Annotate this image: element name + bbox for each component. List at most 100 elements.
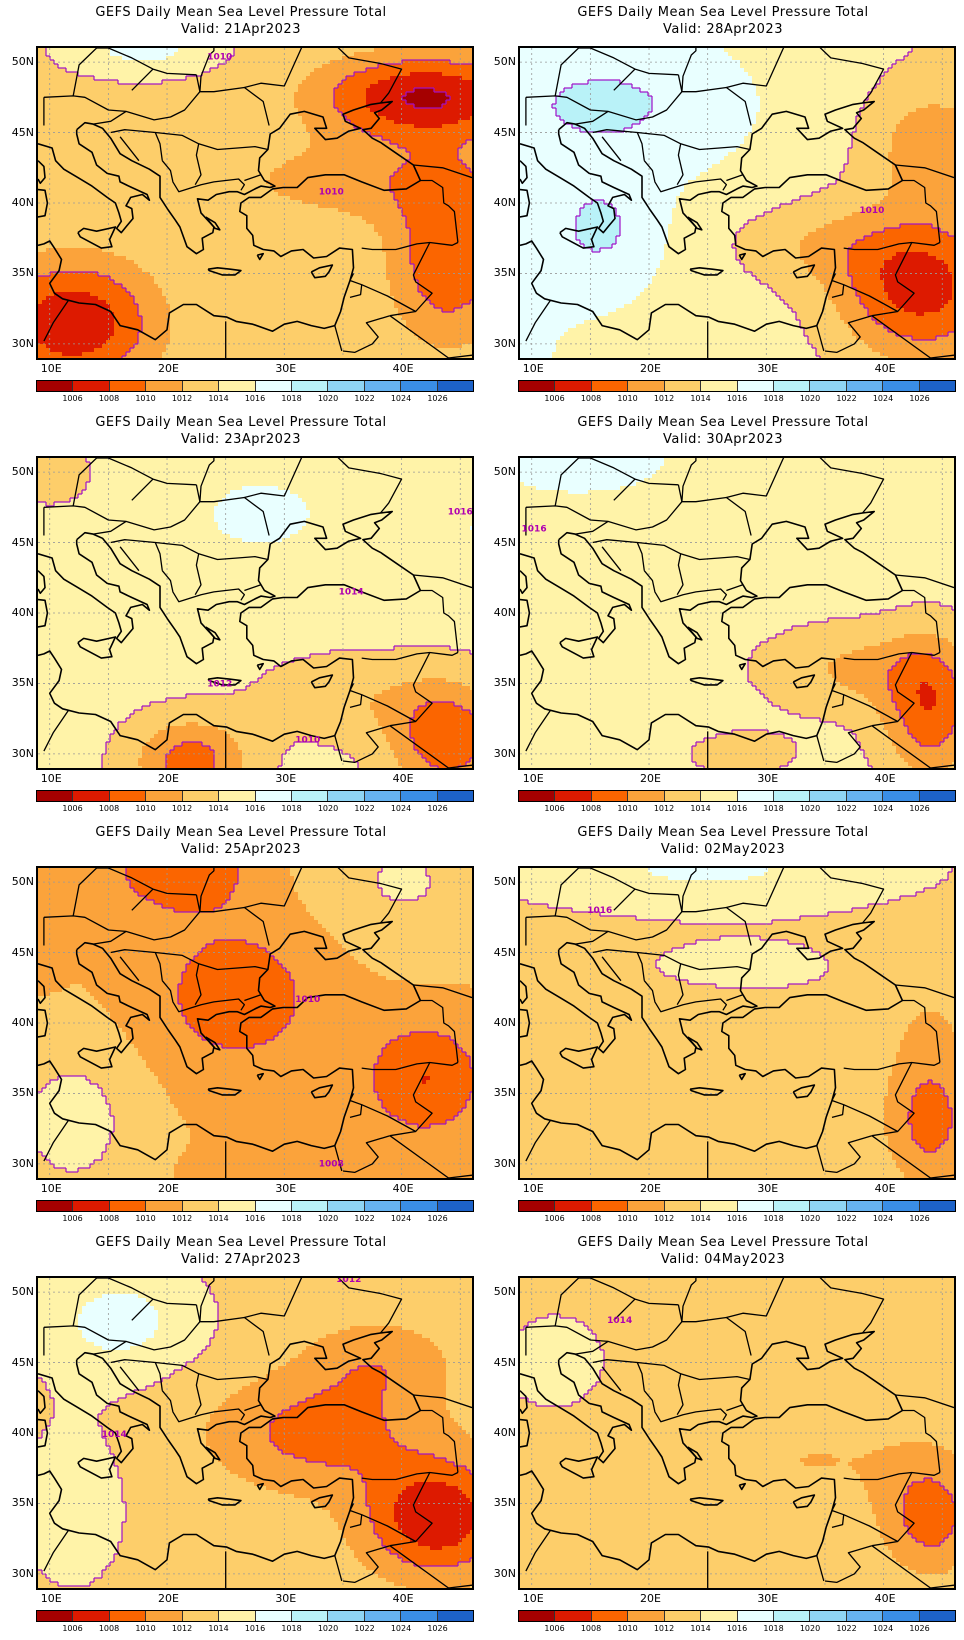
latitude-label: 30N bbox=[490, 748, 516, 760]
colorbar-swatch bbox=[810, 1201, 846, 1211]
colorbar-swatch bbox=[628, 1611, 664, 1621]
colorbar-label: 1010 bbox=[135, 394, 155, 404]
colorbar-swatch bbox=[774, 1611, 810, 1621]
colorbar-label: 1010 bbox=[135, 1624, 155, 1634]
colorbar-label: 1022 bbox=[354, 804, 374, 814]
colorbar-label: 1012 bbox=[654, 804, 674, 814]
colorbar-swatch bbox=[365, 791, 401, 801]
colorbar-label: 1018 bbox=[763, 804, 783, 814]
colorbar-labels: 1006 1008 1010 1012 1014 1016 1018 1020 1022 1024… bbox=[36, 1214, 474, 1226]
latitude-label: 35N bbox=[490, 267, 516, 279]
colorbar-label: 1022 bbox=[836, 1214, 856, 1224]
longitude-label: 40E bbox=[393, 773, 414, 785]
colorbar-swatch bbox=[438, 791, 473, 801]
latitude-label: 40N bbox=[490, 197, 516, 209]
isobar-label: 1014 bbox=[607, 1316, 632, 1326]
colorbar-swatch bbox=[328, 1201, 364, 1211]
latitude-label: 45N bbox=[8, 127, 34, 139]
colorbar-swatch bbox=[73, 381, 109, 391]
latitude-label: 50N bbox=[490, 466, 516, 478]
colorbar-swatch bbox=[810, 381, 846, 391]
colorbar-label: 1008 bbox=[99, 804, 119, 814]
panel-valid-date: Valid: 23Apr2023 bbox=[0, 431, 482, 448]
colorbar-label: 1020 bbox=[318, 394, 338, 404]
colorbar-label: 1016 bbox=[245, 394, 265, 404]
map-area: 1016 bbox=[518, 456, 956, 770]
colorbar-swatch bbox=[628, 381, 664, 391]
colorbar-swatch bbox=[774, 791, 810, 801]
colorbar bbox=[36, 790, 474, 802]
longitude-label: 10E bbox=[523, 1593, 544, 1605]
longitude-label: 30E bbox=[275, 1593, 296, 1605]
map-area: 1010 1008 bbox=[36, 866, 474, 1180]
latitude-label: 50N bbox=[8, 876, 34, 888]
colorbar-label: 1008 bbox=[581, 804, 601, 814]
longitude-label: 40E bbox=[393, 363, 414, 375]
colorbar-swatch bbox=[847, 791, 883, 801]
longitude-label: 20E bbox=[158, 773, 179, 785]
colorbar-label: 1024 bbox=[873, 1624, 893, 1634]
longitude-label: 30E bbox=[757, 1593, 778, 1605]
colorbar-swatch bbox=[183, 1201, 219, 1211]
longitude-label: 20E bbox=[640, 773, 661, 785]
colorbar-swatch bbox=[37, 1201, 73, 1211]
longitude-label: 10E bbox=[41, 1593, 62, 1605]
longitude-label: 10E bbox=[41, 773, 62, 785]
colorbar-label: 1020 bbox=[800, 394, 820, 404]
latitude-label: 45N bbox=[490, 537, 516, 549]
panel-title: GEFS Daily Mean Sea Level Pressure Total bbox=[0, 1234, 482, 1251]
map-panel: GEFS Daily Mean Sea Level Pressure Total… bbox=[0, 820, 482, 1230]
latitude-label: 35N bbox=[8, 1497, 34, 1509]
latitude-label: 40N bbox=[490, 1017, 516, 1029]
latitude-label: 50N bbox=[8, 466, 34, 478]
latitude-label: 45N bbox=[8, 947, 34, 959]
colorbar-label: 1024 bbox=[391, 1214, 411, 1224]
colorbar-label: 1006 bbox=[62, 1214, 82, 1224]
colorbar-swatch bbox=[847, 1201, 883, 1211]
colorbar-label: 1026 bbox=[427, 1214, 447, 1224]
colorbar-labels: 1006 1008 1010 1012 1014 1016 1018 1020 1022 1024… bbox=[518, 804, 956, 816]
colorbar-label: 1018 bbox=[281, 804, 301, 814]
colorbar-swatch bbox=[665, 1611, 701, 1621]
colorbar-swatch bbox=[110, 1201, 146, 1211]
colorbar-label: 1016 bbox=[245, 1624, 265, 1634]
map-area: 1016 bbox=[518, 866, 956, 1180]
colorbar-swatch bbox=[555, 791, 591, 801]
panel-title: GEFS Daily Mean Sea Level Pressure Total bbox=[482, 414, 964, 431]
isobar-label: 1008 bbox=[319, 1160, 344, 1170]
colorbar-swatch bbox=[256, 381, 292, 391]
colorbar-swatch bbox=[401, 381, 437, 391]
colorbar-swatch bbox=[438, 1201, 473, 1211]
latitude-label: 35N bbox=[8, 677, 34, 689]
isobar-label: 1016 bbox=[448, 507, 472, 517]
map-panel: GEFS Daily Mean Sea Level Pressure Total… bbox=[0, 1230, 482, 1640]
colorbar-label: 1006 bbox=[544, 1624, 564, 1634]
map-panel: GEFS Daily Mean Sea Level Pressure Total… bbox=[482, 1230, 964, 1640]
latitude-label: 40N bbox=[8, 607, 34, 619]
isobar-label: 1016 bbox=[587, 906, 612, 916]
colorbar bbox=[36, 380, 474, 392]
colorbar-label: 1018 bbox=[763, 394, 783, 404]
panel-title: GEFS Daily Mean Sea Level Pressure Total bbox=[0, 4, 482, 21]
colorbar-label: 1024 bbox=[391, 394, 411, 404]
latitude-label: 50N bbox=[490, 1286, 516, 1298]
colorbar-swatch bbox=[701, 1201, 737, 1211]
map-panel: GEFS Daily Mean Sea Level Pressure Total… bbox=[0, 0, 482, 410]
colorbar-swatch bbox=[701, 381, 737, 391]
colorbar-swatch bbox=[738, 1201, 774, 1211]
colorbar bbox=[518, 1200, 956, 1212]
colorbar-label: 1006 bbox=[62, 394, 82, 404]
colorbar-swatch bbox=[519, 381, 555, 391]
colorbar-swatch bbox=[738, 791, 774, 801]
colorbar-label: 1012 bbox=[172, 804, 192, 814]
colorbar-swatch bbox=[738, 381, 774, 391]
colorbar-swatch bbox=[701, 1611, 737, 1621]
colorbar-label: 1016 bbox=[245, 804, 265, 814]
colorbar-swatch bbox=[146, 791, 182, 801]
colorbar-swatch bbox=[256, 791, 292, 801]
colorbar-label: 1006 bbox=[544, 394, 564, 404]
colorbar-label: 1008 bbox=[99, 1624, 119, 1634]
colorbar-swatch bbox=[219, 381, 255, 391]
latitude-label: 35N bbox=[8, 1087, 34, 1099]
